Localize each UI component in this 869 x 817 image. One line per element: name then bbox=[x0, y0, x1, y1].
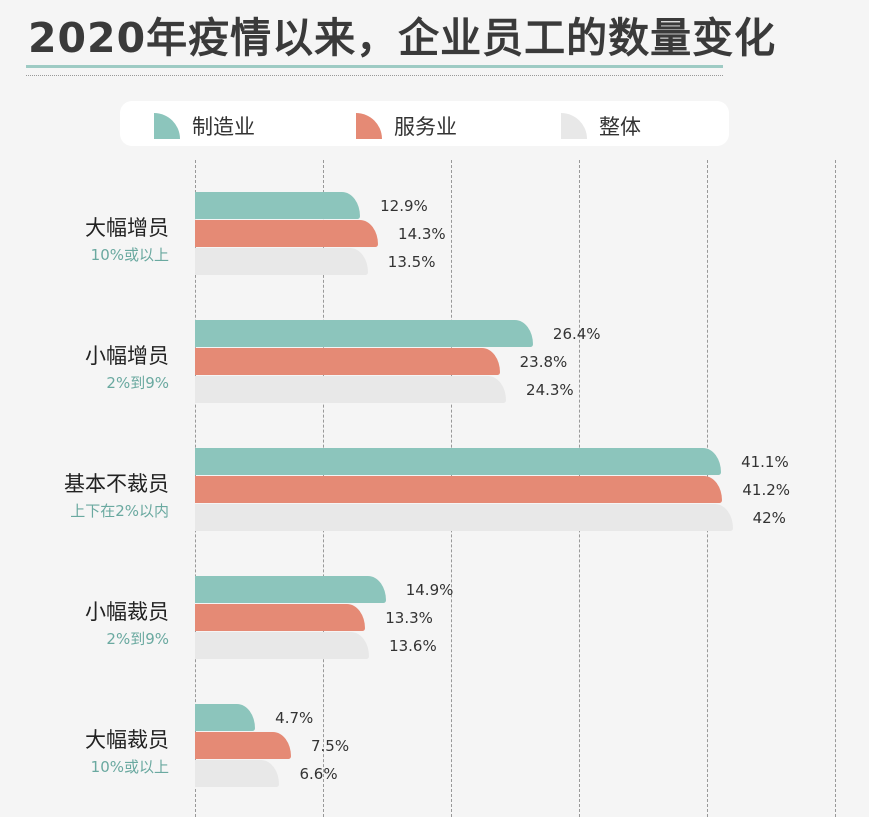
legend-item-overall: 整体 bbox=[561, 111, 641, 141]
legend-label: 制造业 bbox=[192, 115, 255, 139]
data-label: 14.9% bbox=[405, 581, 454, 599]
category-label: 基本不裁员上下在2%以内 bbox=[64, 468, 169, 521]
data-label: 26.4% bbox=[552, 325, 601, 343]
category-main: 小幅裁员 bbox=[85, 600, 169, 624]
category-label: 小幅增员 2%到9% bbox=[85, 340, 169, 393]
bar bbox=[195, 348, 500, 375]
category-sub: 10%或以上 bbox=[90, 246, 169, 264]
bar bbox=[195, 732, 291, 759]
bar bbox=[195, 760, 280, 787]
legend-swatch bbox=[154, 113, 180, 139]
gridline bbox=[835, 160, 836, 817]
data-label: 12.9% bbox=[380, 197, 428, 215]
bar bbox=[195, 576, 386, 603]
bar bbox=[195, 504, 733, 531]
legend-item-service: 服务业 bbox=[356, 111, 457, 141]
bar bbox=[195, 376, 507, 403]
data-label: 23.8% bbox=[519, 353, 568, 371]
category-label: 大幅裁员 10%或以上 bbox=[85, 724, 169, 777]
chart-title: 2020年疫情以来，企业员工的数量变化 bbox=[28, 14, 777, 62]
data-label: 24.3% bbox=[526, 381, 574, 399]
legend-swatch bbox=[356, 113, 382, 139]
data-label: 4.7% bbox=[275, 709, 314, 727]
category-sub: 2%到9% bbox=[106, 374, 169, 392]
category-label: 小幅裁员 2%到9% bbox=[85, 596, 169, 649]
bar bbox=[195, 448, 722, 475]
legend-label: 服务业 bbox=[394, 115, 457, 139]
bar bbox=[195, 220, 379, 247]
data-label: 13.6% bbox=[389, 637, 437, 655]
data-label: 6.6% bbox=[299, 765, 338, 783]
data-label: 42% bbox=[752, 509, 786, 527]
legend: 制造业 服务业 整体 bbox=[120, 101, 729, 146]
bar bbox=[195, 248, 368, 275]
data-label: 41.1% bbox=[741, 453, 789, 471]
category-sub: 2%到9% bbox=[106, 630, 169, 648]
category-label: 大幅增员 10%或以上 bbox=[85, 212, 169, 265]
bar bbox=[195, 192, 361, 219]
category-main: 大幅增员 bbox=[85, 216, 169, 240]
bar bbox=[195, 704, 256, 731]
legend-item-manufacturing: 制造业 bbox=[154, 111, 255, 141]
bar bbox=[195, 604, 366, 631]
bar-chart: 大幅增员 10%或以上 12.9% 14.3% 13.5% 小幅增员 2%到9% 26.4% 2… bbox=[0, 160, 869, 817]
category-sub: 10%或以上 bbox=[90, 758, 169, 776]
legend-label: 整体 bbox=[599, 115, 641, 139]
bar bbox=[195, 476, 723, 503]
category-sub: 上下在2%以内 bbox=[70, 502, 169, 520]
data-label: 14.3% bbox=[398, 225, 446, 243]
data-label: 13.5% bbox=[387, 253, 436, 271]
bar bbox=[195, 320, 533, 347]
title-underline bbox=[26, 65, 723, 68]
category-main: 基本不裁员 bbox=[64, 472, 169, 496]
data-label: 13.3% bbox=[385, 609, 433, 627]
category-main: 小幅增员 bbox=[85, 344, 169, 368]
data-label: 41.2% bbox=[742, 481, 791, 499]
legend-swatch bbox=[561, 113, 587, 139]
title-dotted-divider bbox=[26, 75, 723, 76]
bar bbox=[195, 632, 370, 659]
category-main: 大幅裁员 bbox=[85, 728, 169, 752]
data-label: 7.5% bbox=[311, 737, 350, 755]
